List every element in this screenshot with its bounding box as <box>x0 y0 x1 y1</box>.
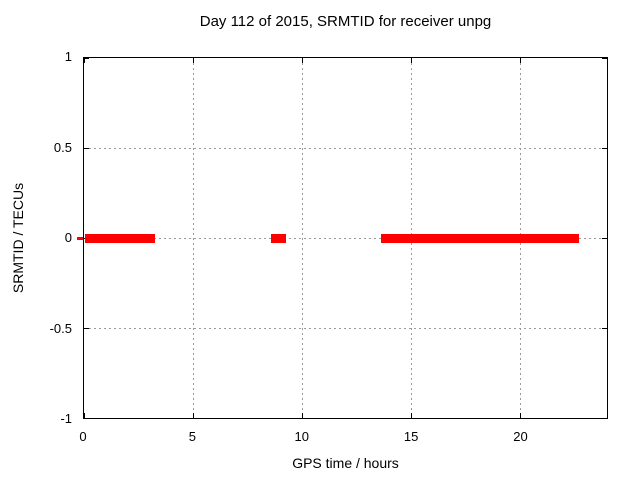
y-tick-mark <box>602 328 607 329</box>
x-tick-mark <box>519 58 521 63</box>
y-tick-label: 0.5 <box>53 139 72 155</box>
x-tick-label: 5 <box>188 429 196 444</box>
series-segment <box>271 233 286 243</box>
y-tick-mark <box>602 418 607 419</box>
x-tick-mark <box>84 58 85 63</box>
x-tick-mark <box>410 58 412 63</box>
x-tick-label: 0 <box>79 429 87 444</box>
chart-title: Day 112 of 2015, SRMTID for receiver unp… <box>199 13 492 30</box>
y-tick-label: -1 <box>60 411 72 426</box>
x-tick-mark <box>519 413 521 418</box>
y-gridline <box>84 238 607 239</box>
x-tick-mark <box>301 58 303 63</box>
y-tick-mark <box>84 148 89 149</box>
x-tick-mark <box>192 413 194 418</box>
y-gridline <box>84 148 607 149</box>
y-tick-mark <box>602 238 607 239</box>
y-tick-label: -0.5 <box>49 320 72 336</box>
series-segment <box>85 233 156 243</box>
x-tick-mark <box>301 413 303 418</box>
y-tick-mark <box>84 418 89 419</box>
x-tick-mark <box>84 413 85 418</box>
x-tick-label: 20 <box>513 429 528 444</box>
x-axis-label: GPS time / hours <box>292 455 399 471</box>
y-gridline <box>84 328 607 329</box>
x-tick-label: 10 <box>294 429 309 444</box>
series-segment <box>381 233 579 243</box>
y-tick-label: 0 <box>64 230 72 245</box>
y-tick-mark <box>84 328 89 329</box>
y-tick-mark <box>602 148 607 149</box>
y-tick-mark <box>84 58 89 59</box>
y-tick-label: 1 <box>64 49 72 64</box>
x-tick-mark <box>410 413 412 418</box>
series-edge-tick <box>77 236 83 240</box>
y-tick-mark <box>602 58 607 59</box>
x-tick-label: 15 <box>403 429 419 444</box>
x-tick-mark <box>192 58 194 63</box>
plot-area <box>77 57 608 419</box>
